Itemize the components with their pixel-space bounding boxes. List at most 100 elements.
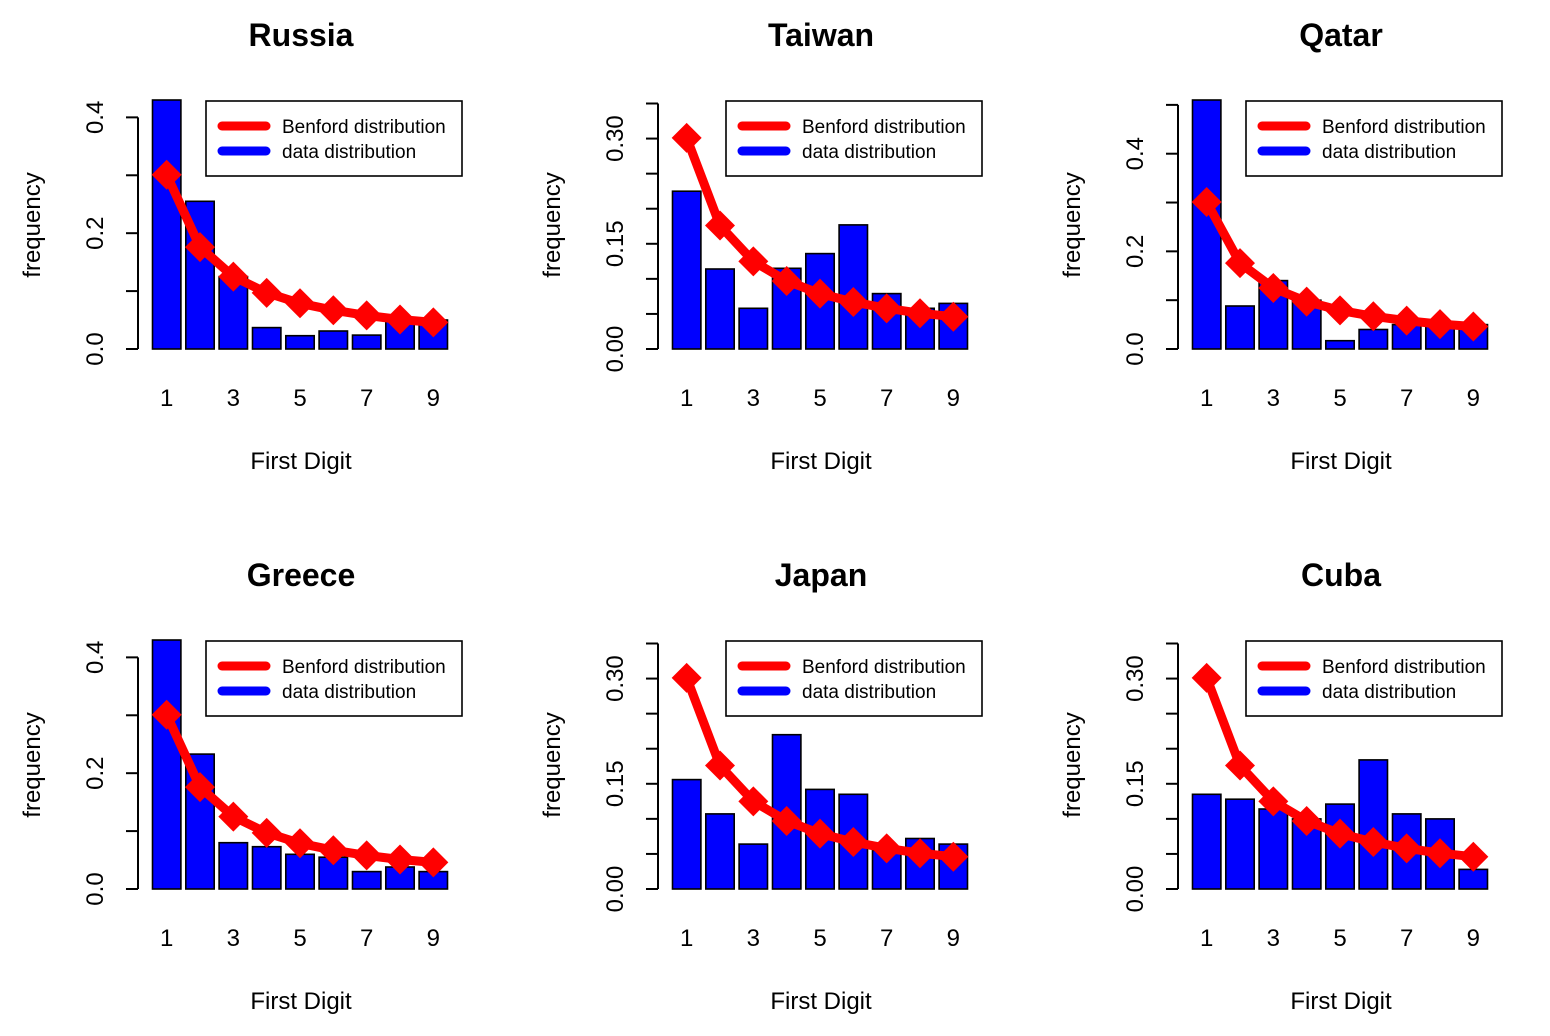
chart-panel-russia: Russia 0.0 0.2 0.4 frequency 1 3 5 7 9 First Digit… <box>19 17 463 475</box>
data-bar-4 <box>251 326 282 350</box>
benford-point-2 <box>1225 248 1255 279</box>
legend: Benford distribution data distribution <box>1245 640 1503 717</box>
legend-box <box>725 640 983 717</box>
x-tick-label: 3 <box>747 925 760 952</box>
y-axis-label: frequency <box>539 712 566 817</box>
benford-point-5 <box>805 818 835 849</box>
data-bar-6 <box>838 224 869 350</box>
y-tick-label: 0.0 <box>82 332 109 365</box>
x-axis-label: First Digit <box>770 448 872 475</box>
benford-point-6 <box>318 295 349 326</box>
chart-title: Taiwan <box>768 17 874 53</box>
x-tick-label: 9 <box>1467 385 1480 412</box>
y-tick-label: 0.2 <box>1122 235 1149 268</box>
benford-point-9 <box>938 301 969 332</box>
y-tick-label: 0.4 <box>82 101 109 134</box>
x-tick-label: 5 <box>813 925 826 952</box>
x-tick-label: 5 <box>813 385 826 412</box>
benford-point-2 <box>185 772 215 803</box>
chart-title: Russia <box>249 17 354 53</box>
legend-benford-label: Benford distribution <box>1322 117 1486 138</box>
benford-point-3 <box>218 261 249 292</box>
benford-point-3 <box>1258 786 1289 817</box>
benford-point-4 <box>251 277 282 308</box>
legend-data-label: data distribution <box>1322 682 1456 703</box>
x-tick-label: 3 <box>227 925 240 952</box>
benford-point-7 <box>871 833 902 864</box>
benford-point-4 <box>771 265 802 296</box>
x-tick-label: 7 <box>880 385 893 412</box>
data-bar-2 <box>1225 798 1256 890</box>
y-tick-label: 0.2 <box>82 216 109 249</box>
benford-point-3 <box>738 246 769 277</box>
benford-point-2 <box>1225 750 1255 781</box>
benford-point-2 <box>705 750 735 781</box>
data-bar-1 <box>151 99 182 350</box>
benford-point-9 <box>418 847 449 878</box>
x-tick-label: 9 <box>427 385 440 412</box>
benford-point-4 <box>1291 286 1322 317</box>
benford-point-7 <box>351 300 382 331</box>
data-bar-6 <box>1358 328 1389 350</box>
legend-data-label: data distribution <box>802 682 936 703</box>
data-bar-3 <box>738 307 769 350</box>
x-axis-label: First Digit <box>770 988 872 1015</box>
chart-panel-japan: Japan 0.00 0.15 0.30 frequency 1 3 5 7 9 First Dig… <box>539 557 983 1015</box>
data-bar-3 <box>218 841 249 890</box>
benford-point-1 <box>1191 187 1222 218</box>
x-axis-label: First Digit <box>1290 448 1392 475</box>
legend: Benford distribution data distribution <box>1245 100 1503 177</box>
legend-data-label: data distribution <box>802 142 936 163</box>
benford-point-6 <box>1358 301 1389 332</box>
legend-benford-label: Benford distribution <box>282 657 446 678</box>
y-tick-label: 0.30 <box>602 655 629 702</box>
data-bar-6 <box>1358 759 1389 890</box>
x-tick-label: 7 <box>360 385 373 412</box>
benford-point-9 <box>418 307 449 338</box>
benford-point-6 <box>318 835 349 866</box>
benford-point-6 <box>1358 827 1389 858</box>
benford-point-8 <box>905 838 935 869</box>
x-tick-label: 7 <box>360 925 373 952</box>
x-tick-label: 1 <box>1200 925 1213 952</box>
x-tick-label: 5 <box>1333 385 1346 412</box>
data-bar-7 <box>351 870 382 890</box>
benford-point-7 <box>1391 833 1422 864</box>
benford-point-1 <box>671 662 702 693</box>
legend-data-label: data distribution <box>282 142 416 163</box>
x-tick-label: 3 <box>747 385 760 412</box>
data-bar-5 <box>1324 339 1355 350</box>
chart-panel-cuba: Cuba 0.00 0.15 0.30 frequency 1 3 5 7 9 First Digi… <box>1059 557 1503 1015</box>
chart-title: Japan <box>775 557 867 593</box>
x-tick-label: 5 <box>293 385 306 412</box>
legend-data-label: data distribution <box>282 682 416 703</box>
x-axis-label: First Digit <box>250 448 352 475</box>
x-tick-label: 5 <box>293 925 306 952</box>
y-tick-label: 0.15 <box>1122 760 1149 807</box>
y-axis-label: frequency <box>19 172 46 277</box>
data-bar-1 <box>151 639 182 890</box>
data-bar-2 <box>705 813 736 890</box>
legend: Benford distribution data distribution <box>205 100 463 177</box>
y-tick-label: 0.00 <box>602 326 629 373</box>
x-tick-label: 9 <box>947 925 960 952</box>
legend-benford-label: Benford distribution <box>1322 657 1486 678</box>
y-tick-label: 0.30 <box>1122 655 1149 702</box>
data-bar-3 <box>1258 808 1289 890</box>
y-tick-label: 0.2 <box>82 756 109 789</box>
y-axis-label: frequency <box>19 712 46 817</box>
x-tick-label: 3 <box>1267 385 1280 412</box>
benford-point-4 <box>1291 805 1322 836</box>
benford-point-8 <box>385 844 415 875</box>
data-bar-6 <box>318 330 349 350</box>
data-bar-2 <box>705 268 736 350</box>
data-bar-5 <box>284 853 315 890</box>
benford-point-5 <box>1325 818 1355 849</box>
data-bar-5 <box>284 334 315 350</box>
benford-point-8 <box>1425 838 1455 869</box>
y-axis-label: frequency <box>539 172 566 277</box>
benford-point-2 <box>705 210 735 241</box>
benford-point-8 <box>905 298 935 329</box>
